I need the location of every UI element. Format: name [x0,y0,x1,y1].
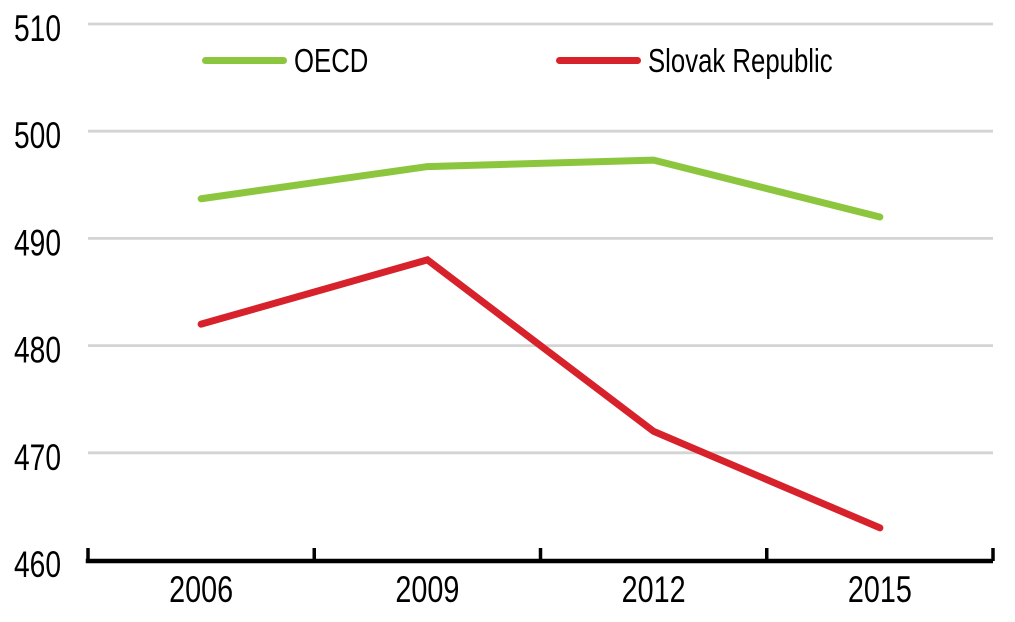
y-axis-tick-label: 480 [14,330,61,371]
x-axis-tick-label: 2009 [395,569,459,610]
y-axis-tick-label: 510 [14,8,61,49]
series-line-oecd [197,156,884,221]
x-axis-tick-label: 2015 [848,569,912,610]
x-axis-tick-label: 2012 [622,569,686,610]
x-axis-tick-label: 2006 [169,569,233,610]
legend-item-oecd: OECD [202,42,389,79]
legend-line-swatch-slovak-republic [556,57,641,64]
y-axis-tick-label: 460 [14,544,61,585]
legend-line-swatch-oecd [202,57,287,64]
y-axis-tick-label: 500 [14,115,61,156]
legend-item-slovak-republic: Slovak Republic [556,42,885,79]
legend-label-slovak-republic: Slovak Republic [648,42,833,79]
series-line-slovak-republic [197,255,884,532]
legend-label-oecd: OECD [294,42,369,79]
y-axis-tick-label: 490 [14,222,61,263]
y-axis-tick-label: 470 [14,437,61,478]
